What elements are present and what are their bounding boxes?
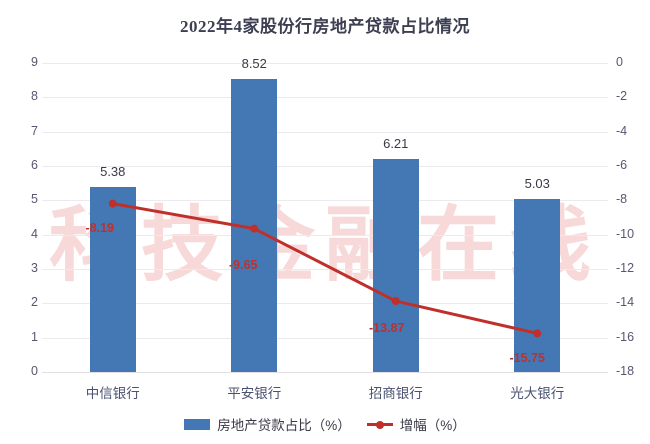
gridline [42,97,608,99]
line-marker[interactable] [250,224,259,233]
right-axis-tick-label: -10 [616,226,635,241]
gridline [42,269,608,270]
category-label: 招商银行 [368,386,423,401]
left-axis-tick-label: 4 [31,226,38,241]
trend-line [111,202,539,335]
category-label: 中信银行 [85,386,140,401]
bar-value-label: 5.03 [524,176,550,192]
gridline [42,131,608,133]
chart-title: 2022年4家股份行房地产贷款占比情况 [180,17,470,36]
left-axis-tick-label: 5 [31,192,38,207]
line-series [108,199,542,338]
left-axis-tick-label: 6 [31,158,38,172]
line-value-label: -9.65 [229,257,258,272]
category-label: 光大银行 [510,386,565,401]
right-axis-tick-label: -6 [616,158,628,172]
right-axis-tick-label: -12 [616,261,635,275]
right-axis-tick-label: -18 [616,364,635,378]
bar-value-label: 5.38 [100,164,126,180]
plot-area [42,63,608,373]
right-axis-tick-label: -8 [616,192,628,207]
gridline [42,372,608,373]
legend-item-bar[interactable]: 房地产贷款占比（%） [184,414,351,434]
category-label: 平安银行 [227,386,282,401]
bar[interactable] [372,158,419,372]
line-value-label: -8.19 [85,220,115,235]
right-axis-tick-label: -16 [616,329,635,344]
legend-item-line[interactable]: 增幅（%） [366,414,466,434]
gridline [42,200,608,202]
right-axis-tick-label: -4 [616,123,628,138]
right-axis-tick-label: 0 [616,55,623,69]
left-axis-tick-label: 3 [31,261,38,275]
right-axis-tick-label: -2 [616,89,628,104]
left-axis-tick-label: 8 [31,89,38,104]
gridline [42,63,608,64]
right-axis-tick-label: -14 [616,295,635,310]
gridline [42,234,608,236]
legend-bar-swatch-icon [184,418,211,430]
bar-value-label: 8.52 [241,56,267,72]
line-marker[interactable] [108,199,117,208]
line-value-label: -15.75 [509,351,545,366]
gridline [42,337,608,339]
left-axis-tick-label: 9 [31,55,38,69]
line-value-label: -13.87 [369,321,405,336]
gridline [42,166,608,167]
bar[interactable] [89,187,136,372]
left-axis-tick-label: 0 [31,364,38,378]
line-marker[interactable] [533,329,542,338]
left-axis-tick-label: 1 [31,329,38,344]
chart-legend: 房地产贷款占比（%） 增幅（%） [0,414,650,434]
bar[interactable] [514,199,561,372]
line-marker[interactable] [391,297,400,306]
left-axis-tick-label: 7 [31,123,38,138]
legend-bar-label: 房地产贷款占比（%） [217,418,351,433]
gridline [42,303,608,305]
legend-line-swatch-icon [366,419,393,430]
left-axis-tick-label: 2 [31,295,38,310]
legend-line-label: 增幅（%） [399,418,466,433]
bar-value-label: 6.21 [383,135,409,151]
